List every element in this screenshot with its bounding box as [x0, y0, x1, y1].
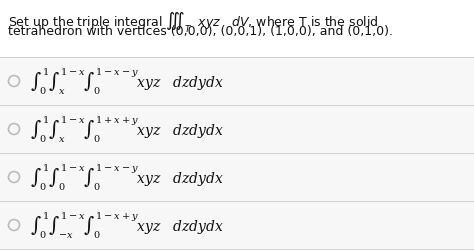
Bar	[0, 58, 474, 250]
Text: tetrahedron with vertices (0,0,0), (0,0,1), (1,0,0), and (0,1,0).: tetrahedron with vertices (0,0,0), (0,0,…	[8, 25, 393, 38]
Text: $\int_0^1 \int_0^{1-x} \int_0^{1-x-y} xyz \quad dzdydx$: $\int_0^1 \int_0^{1-x} \int_0^{1-x-y} xy…	[30, 162, 224, 192]
Text: $\int_0^1 \int_{-x}^{1-x} \int_0^{1-x+y} xyz \quad dzdydx$: $\int_0^1 \int_{-x}^{1-x} \int_0^{1-x+y}…	[30, 210, 224, 240]
Text: $\int_0^1 \int_x^{1-x} \int_0^{1+x+y} xyz \quad dzdydx$: $\int_0^1 \int_x^{1-x} \int_0^{1+x+y} xy…	[30, 114, 224, 145]
Text: Set up the triple integral $\iiint_T\ \ xyz\quad dV$, where T is the solid: Set up the triple integral $\iiint_T\ \ …	[8, 10, 378, 35]
Text: $\int_0^1 \int_x^{1-x} \int_0^{1-x-y} xyz \quad dzdydx$: $\int_0^1 \int_x^{1-x} \int_0^{1-x-y} xy…	[30, 66, 224, 97]
